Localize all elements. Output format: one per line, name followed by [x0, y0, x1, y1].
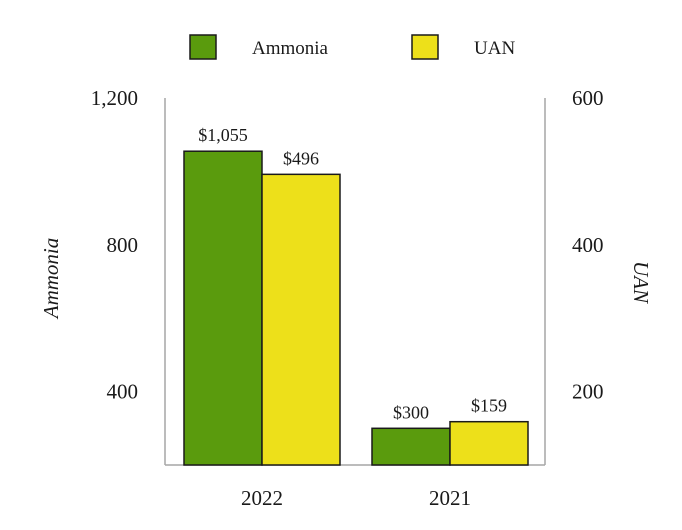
left-axis-title: Ammonia [39, 238, 63, 321]
category-label: 2021 [429, 486, 471, 510]
right-tick-label: 200 [572, 380, 604, 404]
data-label: $300 [393, 402, 429, 422]
legend-label: UAN [474, 38, 515, 59]
right-tick-label: 400 [572, 233, 604, 257]
legend-swatch-ammonia [189, 34, 217, 60]
left-tick-label: 1,200 [91, 86, 138, 110]
category-label: 2022 [241, 486, 283, 510]
legend-label: Ammonia [252, 38, 329, 59]
bar-uan-2022 [261, 173, 341, 466]
data-label: $1,055 [198, 125, 248, 145]
data-label: $496 [283, 148, 319, 168]
bar-uan-2021 [449, 420, 529, 466]
right-axis-title: UAN [629, 261, 653, 304]
left-tick-label: 800 [107, 233, 139, 257]
data-label: $159 [471, 396, 507, 416]
right-tick-label: 600 [572, 86, 604, 110]
legend-swatch-uan [411, 34, 439, 60]
bar-ammonia-2022 [183, 150, 263, 466]
left-tick-label: 400 [107, 380, 139, 404]
bar-ammonia-2021 [371, 427, 451, 466]
